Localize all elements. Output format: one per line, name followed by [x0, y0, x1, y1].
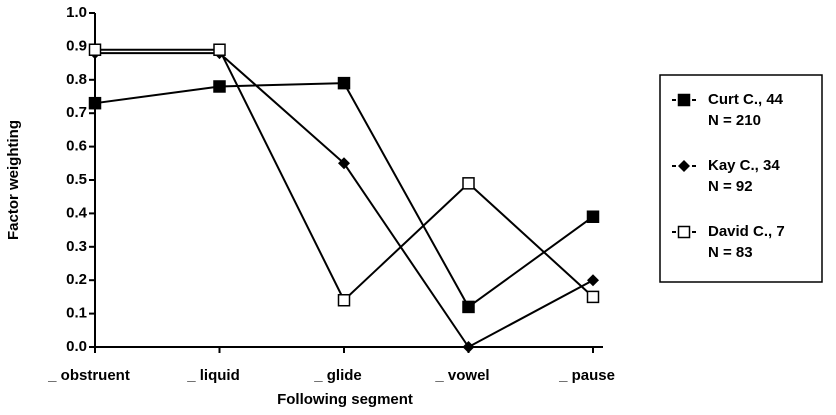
x-tick-label: _ glide [313, 367, 362, 384]
legend-label: David C., 7 [708, 223, 785, 240]
legend-sample: N = 92 [708, 178, 753, 195]
y-tick-label: 0.3 [66, 238, 87, 255]
data-point [338, 157, 350, 170]
data-point [213, 43, 226, 56]
series-line [94, 82, 594, 309]
data-point [337, 76, 351, 90]
data-point [587, 274, 599, 287]
y-tick-label: 1.0 [66, 4, 87, 21]
data-point [88, 96, 102, 110]
legend-marker [677, 93, 691, 107]
legend-marker [678, 160, 690, 172]
data-point [88, 43, 102, 56]
x-tick-label: _ pause [558, 367, 615, 384]
x-tick-label: _ vowel [434, 367, 489, 384]
x-axis-label: Following segment [277, 391, 413, 408]
legend-marker [677, 225, 691, 239]
y-tick-label: 0.1 [66, 305, 87, 322]
y-tick-label: 0.0 [66, 338, 87, 355]
data-point [462, 177, 475, 190]
x-tick-label: _ obstruent [47, 367, 130, 384]
legend-box [659, 74, 823, 283]
y-tick-label: 0.6 [66, 138, 87, 155]
y-tick-label: 0.5 [66, 171, 87, 188]
y-tick-label: 0.2 [66, 271, 87, 288]
data-point [213, 80, 226, 93]
data-point [586, 290, 600, 304]
x-tick-label: _ liquid [186, 367, 240, 384]
data-point [586, 210, 600, 223]
data-point [462, 300, 475, 314]
y-tick-label: 0.4 [66, 204, 88, 221]
data-point [337, 293, 351, 307]
data-point [462, 341, 475, 353]
y-tick-label: 0.8 [66, 71, 87, 88]
y-tick-label: 0.7 [66, 104, 87, 121]
legend-label: Kay C., 34 [708, 157, 780, 174]
y-tick-label: 0.9 [66, 37, 87, 54]
y-axis-label: Factor weighting [5, 120, 22, 240]
legend-label: Curt C., 44 [708, 91, 784, 108]
legend-sample: N = 83 [708, 244, 753, 261]
legend-sample: N = 210 [708, 112, 761, 129]
